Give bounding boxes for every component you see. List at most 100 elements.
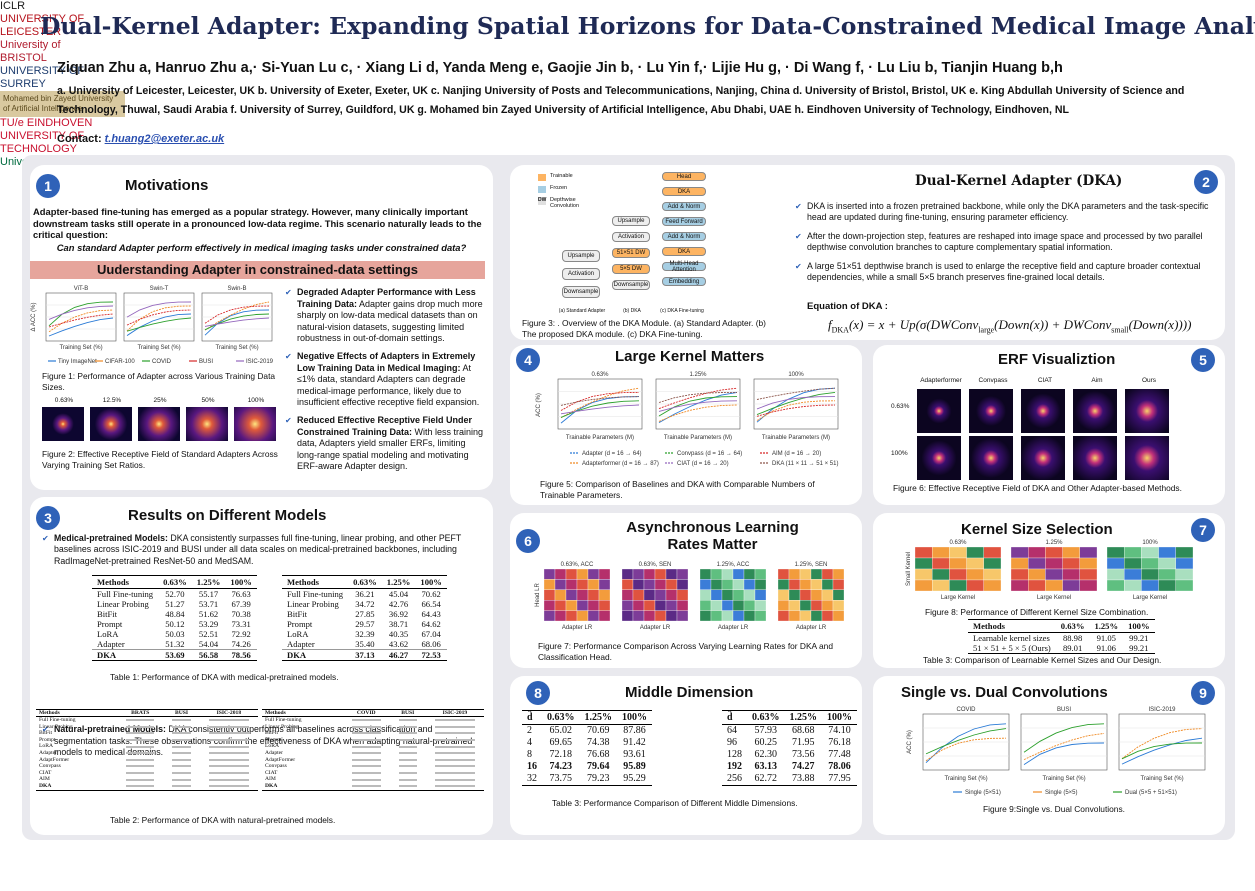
heat-cell	[1106, 557, 1125, 570]
decor-line	[204, 309, 270, 336]
panel-single-dual: Single vs. Dual Convolutions 9 COVID BUSI…	[873, 676, 1225, 835]
cell: Convpass	[265, 763, 287, 770]
heat-cell	[1062, 546, 1080, 559]
filler	[351, 752, 381, 755]
heat-cell	[914, 546, 933, 559]
heat-cell	[810, 600, 823, 611]
heat-cell	[914, 579, 933, 592]
cell: 87.86	[623, 725, 646, 736]
header-cell: Methods	[262, 709, 343, 717]
table: Methods 0.63% 1.25% 100% Full Fine-tuning 52.…	[92, 575, 257, 661]
row: Linear Probing 34.72 42.76 66.54	[282, 599, 447, 609]
cell: Linear Probing	[97, 599, 149, 609]
heat-cell	[966, 568, 984, 581]
cell: 70.69	[587, 725, 610, 736]
filler	[398, 758, 417, 761]
heat-cell	[788, 589, 801, 601]
decor-line	[204, 317, 270, 327]
cell: 32	[522, 773, 542, 786]
legend-label: Dual (5×5 + 51×51)	[1125, 790, 1177, 796]
logo: ICLR	[0, 0, 26, 12]
header-cell: COVID	[342, 709, 390, 717]
table-2-half: Methods BRATS BUSI ISIC-2018 Full Fine-tunin…	[36, 709, 258, 791]
x-label: Trainable Parameters (M)	[762, 435, 830, 441]
row: 64 57.93 68.68 74.10	[722, 725, 857, 738]
bullet-list: Degraded Adapter Performance with Less T…	[285, 287, 485, 479]
cell-filler	[200, 763, 258, 770]
filler	[434, 765, 475, 768]
heat-cell	[676, 589, 689, 601]
table: d̂ 0.63% 1.25% 100% 2 65.02 70.69 87.86 4 69.65 74…	[522, 710, 652, 786]
filler	[126, 778, 155, 781]
erf-map	[186, 407, 228, 441]
row: Adapter	[262, 750, 484, 757]
cell: 64	[727, 725, 737, 736]
header-cell: 0.63%	[1055, 619, 1090, 633]
heat-cell	[754, 600, 767, 611]
cell-filler	[343, 717, 390, 724]
cell: 74.23	[549, 761, 573, 772]
heat-cell	[732, 589, 745, 601]
panel-title: 1.25%, ACC	[717, 562, 750, 568]
header-row: Methods BRATS BUSI ISIC-2018	[36, 709, 258, 717]
row: 2 65.02 70.69 87.86	[522, 725, 652, 738]
caption: Figure 6: Effective Receptive Field of D…	[893, 483, 1182, 493]
table-right: d̂ 0.63% 1.25% 100% 64 57.93 68.68 74.10 96 60.25…	[722, 710, 857, 786]
decor-line	[204, 305, 270, 324]
heat-cell	[799, 600, 812, 611]
block: DKA	[662, 187, 706, 196]
filler	[208, 778, 249, 781]
sub-label: (b) DKA	[623, 308, 641, 314]
header-cell: ISIC-2018	[199, 709, 258, 717]
legend-label: Single (5×51)	[965, 790, 1001, 796]
contact-label: Contact:	[57, 133, 102, 145]
cell: 38.71	[388, 619, 409, 629]
cell: 192	[727, 761, 742, 772]
heat-cell	[543, 600, 556, 611]
decor-line	[1023, 732, 1105, 761]
equation-part: f	[828, 317, 832, 332]
heat-cell	[598, 600, 611, 611]
panel-large-kernel: 4 Large Kernel Matters 0.63% 1.25% 100% ACC…	[510, 345, 862, 505]
legend-swatch	[538, 174, 546, 181]
row: 51 × 51 + 5 × 5 (Ours) 89.01 91.06 99.21	[968, 643, 1155, 654]
figure-5: 0.63% 1.25% 100% ACC (%) Trainable Parameter…	[536, 372, 838, 467]
cell-filler	[117, 724, 163, 731]
cell: 91.42	[623, 737, 646, 748]
decor-line	[126, 309, 192, 326]
cell: AdaptFormer	[39, 756, 70, 763]
decor-line	[48, 317, 114, 337]
badge: 2	[1194, 170, 1218, 194]
subplot-title: ISIC-2019	[1148, 707, 1176, 713]
heat-cell	[665, 568, 678, 580]
heat-cell	[777, 579, 790, 590]
filler	[434, 778, 475, 781]
legend-label: BUSI	[199, 359, 213, 365]
bullet: Natural-pretrained Models: DKA consisten…	[42, 724, 482, 758]
cell: 72.53	[415, 649, 447, 661]
heat-cell	[732, 579, 745, 590]
heat-cell	[554, 610, 567, 622]
cell: 54.04	[198, 639, 219, 649]
decor-line	[756, 404, 836, 417]
heat-cell	[1045, 557, 1063, 570]
cell: 70.62	[421, 589, 441, 599]
filler	[126, 745, 155, 748]
cell: Full Fine-tuning	[39, 717, 76, 723]
heat-cell	[1124, 568, 1142, 581]
erf-map	[1125, 389, 1169, 433]
cell: 77.48	[828, 749, 851, 760]
header-cell: Methods	[968, 619, 1056, 633]
heat-cell	[914, 557, 933, 570]
header-cell: BUSI	[389, 709, 426, 717]
heat-cell	[949, 546, 967, 559]
equation-part: small	[1111, 325, 1129, 335]
cell-filler	[343, 737, 390, 744]
filler	[172, 752, 191, 755]
heat-cell	[1106, 579, 1125, 592]
caption: Figure 8: Performance of Different Kerne…	[925, 607, 1149, 617]
figure-1: ViT-B Swin-T Swin-B Δ ACC (%) Training Set (…	[31, 286, 274, 365]
row: AdaptFormer	[36, 757, 258, 764]
contact-email[interactable]: t.huang2@exeter.ac.uk	[104, 133, 225, 145]
table-2-half: Methods COVID BUSI ISIC-2019 Full Fine-tunin…	[262, 709, 484, 791]
